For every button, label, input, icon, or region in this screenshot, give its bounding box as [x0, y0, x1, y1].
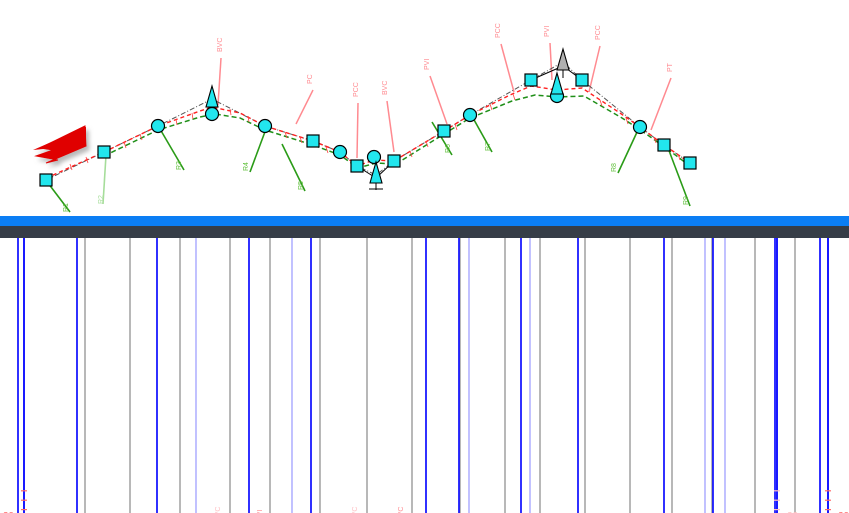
plan-view-canvas[interactable]: BVC PC PCC BVC PVI PCC PVI PCC PT R1 R2 R3 R4 R5 R6 R7 R…	[0, 0, 849, 216]
plan-pi-node[interactable]	[683, 156, 697, 170]
splitter-drag-bar[interactable]	[0, 226, 849, 246]
plan-pi-node[interactable]	[204, 106, 220, 122]
profile-curve-label: BVC	[215, 507, 222, 513]
plan-radius-label: R2	[98, 195, 105, 204]
plan-pi-node[interactable]	[462, 107, 478, 123]
plan-alignment-ticks	[69, 93, 681, 171]
plan-radius-label: R5	[298, 181, 305, 190]
pane-splitter[interactable]	[0, 216, 849, 246]
plan-pi-node[interactable]	[350, 159, 364, 173]
profile-view-canvas[interactable]: 20100-10-2020100-10-2020100-10-20 R1R2R3…	[0, 238, 849, 513]
profile-axis-tick-label: 20	[3, 511, 15, 513]
plan-vertex-triangle[interactable]	[556, 46, 570, 71]
plan-radius-label: R1	[63, 203, 70, 212]
plan-annotation-label: PCC	[353, 82, 360, 97]
plan-pi-node[interactable]	[150, 118, 166, 134]
plan-vertex-triangle[interactable]	[550, 70, 564, 95]
plan-radius-label: R3	[176, 161, 183, 170]
plan-pi-node[interactable]	[332, 144, 348, 160]
plan-annotation-label: PVI	[424, 59, 431, 70]
plan-green-leaders	[47, 117, 691, 213]
plan-pi-node[interactable]	[387, 154, 401, 168]
plan-pi-node[interactable]	[575, 73, 589, 87]
direction-arrow-icon	[33, 125, 87, 164]
plan-node-group[interactable]	[39, 73, 697, 187]
plan-alignment-red[interactable]	[39, 85, 691, 182]
profile-curve-label: PVI	[257, 510, 264, 513]
plan-pi-node[interactable]	[524, 73, 538, 87]
plan-pi-node[interactable]	[366, 149, 382, 165]
plan-pi-node[interactable]	[632, 119, 648, 135]
profile-view-pane[interactable]: 20100-10-2020100-10-2020100-10-20 R1R2R3…	[0, 238, 849, 513]
plan-label-group: BVC PC PCC BVC PVI PCC PVI PCC PT R1 R2 R3 R4 R5 R6 R7 R…	[63, 23, 690, 212]
plan-vertex-triangle[interactable]	[205, 83, 219, 108]
plan-radius-label: R8	[611, 163, 618, 172]
splitter-accent-bar	[0, 216, 849, 226]
plan-annotation-label: PCC	[495, 23, 502, 38]
plan-annotation-label: PC	[307, 74, 314, 84]
plan-pi-node[interactable]	[657, 138, 671, 152]
plan-annotation-label: BVC	[382, 81, 389, 95]
profile-curve-label: EVC	[398, 507, 405, 513]
plan-pi-node[interactable]	[39, 173, 53, 187]
profile-axis-group: 20100-10-2020100-10-2020100-10-20	[3, 238, 849, 513]
plan-pink-leaders	[217, 42, 672, 159]
plan-radius-label: R6	[445, 144, 452, 153]
plan-radius-label: R9	[683, 196, 690, 205]
plan-vertex-triangles[interactable]	[205, 46, 570, 190]
plan-pi-node[interactable]	[437, 124, 451, 138]
plan-pi-node[interactable]	[257, 118, 273, 134]
profile-station-lines[interactable]	[17, 238, 821, 513]
profile-axis-tick-label: 20	[838, 511, 849, 513]
plan-annotation-label: PVI	[544, 26, 551, 37]
plan-tangent-chain	[45, 61, 691, 181]
plan-view-pane[interactable]: BVC PC PCC BVC PVI PCC PVI PCC PT R1 R2 R3 R4 R5 R6 R7 R…	[0, 0, 849, 216]
plan-annotation-label: BVC	[217, 38, 224, 52]
profile-grid-vertical	[84, 238, 796, 513]
plan-annotation-label: PT	[667, 62, 674, 72]
plan-pi-node[interactable]	[306, 134, 320, 148]
plan-radius-label: R4	[243, 162, 250, 171]
profile-axis-tick-label: 20	[787, 511, 799, 513]
plan-annotation-label: PCC	[595, 25, 602, 40]
plan-radius-label: R7	[485, 142, 492, 151]
profile-label-group: R1R2R3R4R5R6R7R8R9R10BVCPVIEVCEVCBVCPVIE…	[215, 507, 405, 513]
plan-pi-node[interactable]	[97, 145, 111, 159]
profile-curve-label: EVC	[352, 507, 359, 513]
